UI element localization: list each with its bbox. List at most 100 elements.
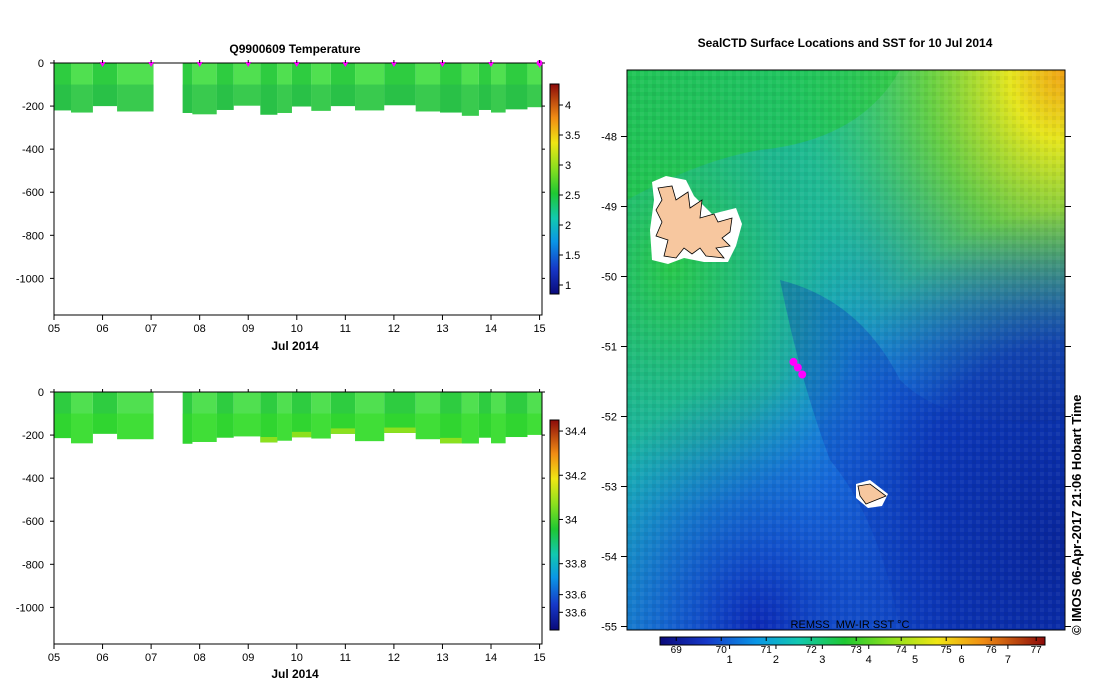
- sst-colorbar-label: REMSS_MW-IR SST °C: [791, 619, 910, 631]
- x-tick-label: 13: [436, 652, 448, 664]
- sst-colorbar-label-f: 72: [806, 645, 818, 656]
- y-tick-label: -1000: [16, 273, 44, 285]
- sst-colorbar-label-f: 73: [851, 645, 863, 656]
- profile-marker: [342, 62, 349, 67]
- salinity-profiles: [54, 392, 542, 444]
- x-tick-label: 10: [291, 652, 303, 664]
- profile-column-deep: [260, 413, 278, 443]
- profile-marker: [99, 62, 106, 67]
- seal-location-point: [793, 363, 802, 372]
- map-y-tick-label: -53: [601, 482, 617, 494]
- x-tick-label: 07: [145, 323, 157, 335]
- profile-column-deep: [440, 413, 462, 444]
- colorbar-tick-label: 33.6: [565, 607, 586, 619]
- temperature-profiles: [54, 63, 542, 116]
- profile-column-deep: [117, 413, 154, 440]
- sst-colorbar-ticks: 69 70 71 72 73 74 75 76 77 1 2 3 4 5 6 7: [671, 637, 1043, 666]
- sst-colorbar-label-f: 77: [1031, 645, 1043, 656]
- island-heard: [856, 480, 888, 508]
- profile-column-deep: [355, 84, 385, 111]
- profile-column-deep: [384, 84, 416, 106]
- y-tick-label: -600: [22, 187, 44, 199]
- profile-column-deep: [70, 84, 93, 113]
- profile-column-deep: [277, 413, 292, 441]
- y-tick-label: 0: [38, 58, 44, 70]
- island-heard-land: [857, 483, 887, 505]
- profile-marker: [439, 62, 446, 67]
- profile-column-deep: [70, 413, 93, 444]
- profile-column-deep: [291, 84, 312, 107]
- profile-column-deep: [311, 413, 331, 439]
- x-tick-label: 06: [96, 652, 108, 664]
- profile-column-deep: [92, 413, 118, 434]
- y-tick-label: -400: [22, 144, 44, 156]
- profile-marker: [245, 62, 252, 67]
- y-tick-label: -1000: [16, 602, 44, 614]
- x-tick-label: 08: [194, 652, 206, 664]
- profile-column-deep: [192, 84, 217, 115]
- sst-colorbar-label-c: 1: [727, 654, 733, 666]
- sst-colorbar-label-f: 70: [716, 645, 728, 656]
- profile-column-deep: [461, 84, 479, 116]
- profile-column-deep: [92, 84, 118, 107]
- y-tick-label: -400: [22, 473, 44, 485]
- salinity-x-axis: 05 06 07 08 09 10 11 12 13 14 15: [48, 389, 546, 664]
- profile-column-bottom: [384, 427, 416, 433]
- colorbar-tick-label: 34.4: [565, 426, 586, 438]
- imos-watermark: © IMOS 06-Apr-2017 21:06 Hobart Time: [1069, 394, 1084, 635]
- profile-column-deep: [291, 413, 312, 438]
- y-tick-label: -800: [22, 559, 44, 571]
- profile-marker: [196, 62, 203, 67]
- x-tick-label: 12: [388, 652, 400, 664]
- profile-column-deep: [527, 84, 542, 108]
- colorbar-tick-label: 2.5: [565, 190, 580, 202]
- x-tick-label: 07: [145, 652, 157, 664]
- profile-column-deep: [527, 413, 542, 435]
- seal-locations: [789, 357, 807, 379]
- y-tick-label: -200: [22, 430, 44, 442]
- y-tick-label: -200: [22, 101, 44, 113]
- temperature-y-axis: 0 -200 -400 -600 -800 -1000: [16, 58, 545, 285]
- colorbar-tick-label: 1.5: [565, 250, 580, 262]
- profile-column-deep: [505, 413, 528, 438]
- island-kerguelen: [650, 176, 742, 264]
- sst-map-frame: [626, 69, 1066, 631]
- profile-column-deep: [277, 84, 292, 113]
- colorbar-tick-label: 1: [565, 280, 571, 292]
- y-tick-label: 0: [38, 387, 44, 399]
- colorbar-tick-label: 33.6: [565, 590, 586, 602]
- sst-map-panel: SealCTD Surface Locations and SST for 10…: [601, 36, 1071, 666]
- sst-map-field: [627, 70, 1065, 630]
- map-y-tick-label: -48: [601, 132, 617, 144]
- sst-colorbar: [659, 636, 1046, 646]
- profile-column-bottom: [260, 437, 278, 443]
- temperature-colorbar-ticks: 1 1.5 2 2.5 3 3.5 4: [559, 100, 580, 292]
- x-tick-label: 06: [96, 323, 108, 335]
- profile-marker: [293, 62, 300, 67]
- profile-column-deep: [311, 84, 331, 111]
- temperature-panel: Q9900609 Temperature 0 -200 -400 -600 -800 -1…: [16, 42, 580, 353]
- temperature-colorbar: [549, 83, 560, 295]
- profile-column-bottom: [440, 437, 462, 444]
- sst-colorbar-label-f: 74: [896, 645, 908, 656]
- x-tick-label: 12: [388, 323, 400, 335]
- map-y-tick-label: -52: [601, 412, 617, 424]
- sst-colorbar-label-f: 75: [941, 645, 953, 656]
- colorbar-tick-label: 34: [565, 514, 577, 526]
- profile-column-deep: [491, 84, 506, 113]
- sst-colorbar-label-f: 71: [761, 645, 773, 656]
- salinity-x-label: Jul 2014: [271, 667, 319, 681]
- island-kerguelen-land: [655, 185, 733, 259]
- seal-location-point: [798, 370, 807, 379]
- profile-column-deep: [182, 84, 193, 113]
- profile-column-deep: [440, 84, 462, 113]
- sst-colorbar-label-c: 3: [819, 654, 825, 666]
- profile-marker: [148, 62, 155, 67]
- seal-location-point: [789, 357, 798, 366]
- profile-column-deep: [260, 84, 278, 115]
- profile-column-deep: [117, 84, 154, 112]
- profile-column-deep: [355, 413, 385, 442]
- salinity-y-axis: 0 -200 -400 -600 -800 -1000: [16, 387, 545, 614]
- map-y-tick-label: -49: [601, 202, 617, 214]
